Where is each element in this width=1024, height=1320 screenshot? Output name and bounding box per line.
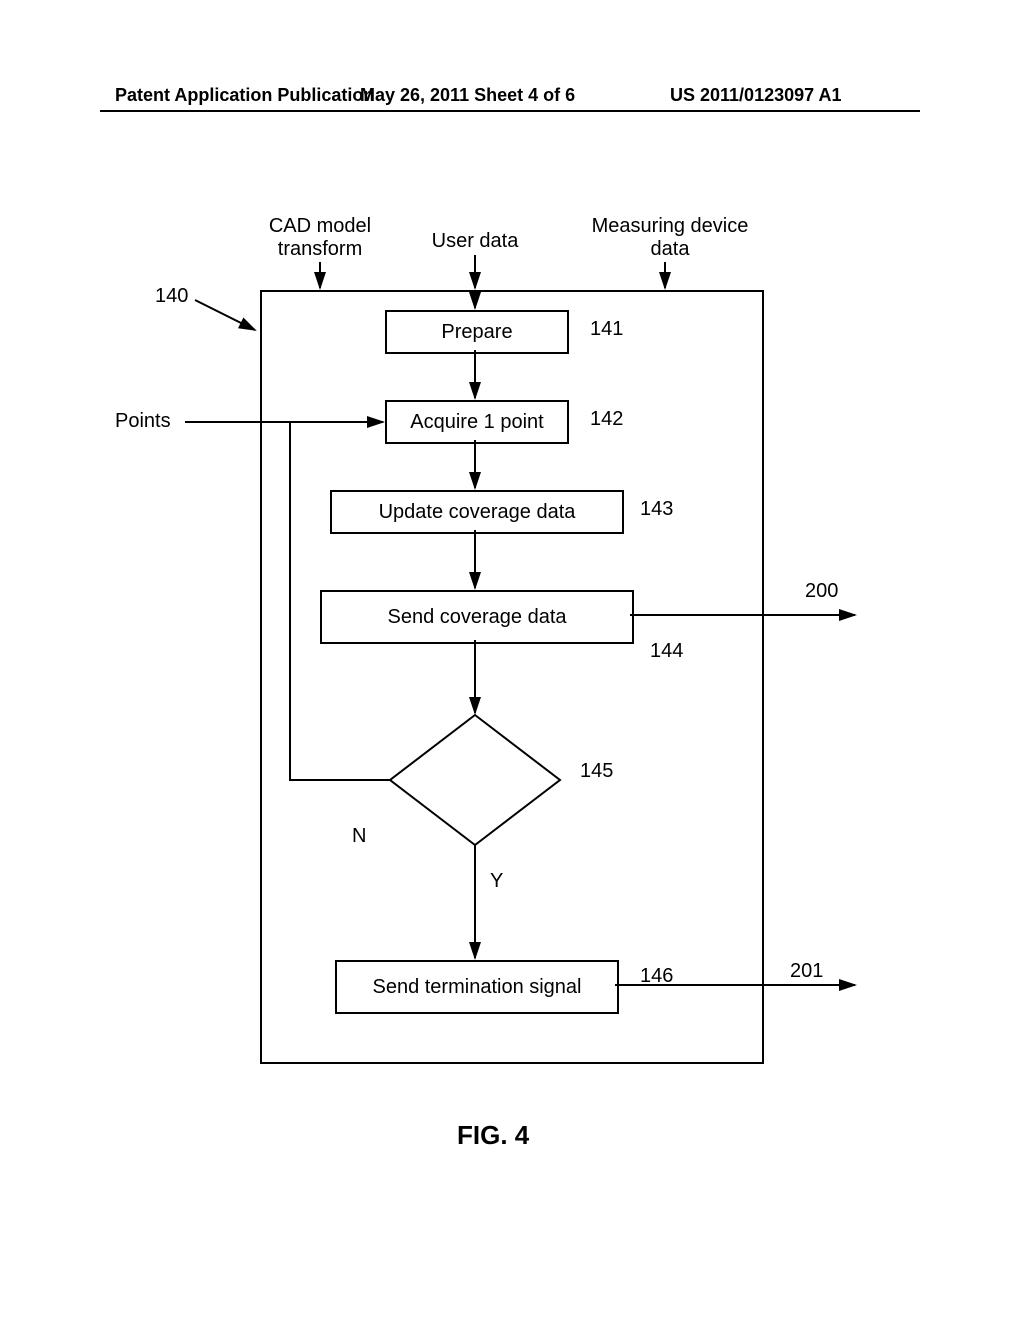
ref-acquire: 142 [590, 408, 623, 431]
box-terminate-label: Send termination signal [372, 976, 581, 999]
header-rule [100, 110, 920, 112]
ref-update: 143 [640, 498, 673, 521]
box-update-label: Update coverage data [379, 501, 576, 524]
ref-out200: 200 [805, 580, 838, 603]
box-prepare-label: Prepare [441, 321, 512, 344]
branch-no: N [352, 825, 366, 848]
label-cad-input: CAD model transform [255, 215, 385, 261]
box-send: Send coverage data [320, 590, 634, 644]
label-points-input: Points [115, 410, 185, 433]
header-mid: May 26, 2011 Sheet 4 of 6 [360, 85, 575, 106]
figure-caption: FIG. 4 [457, 1120, 529, 1151]
label-device-input: Measuring device data [580, 215, 760, 261]
page-container: Patent Application Publication May 26, 2… [0, 0, 1024, 1320]
ref-mainbox: 140 [155, 285, 188, 308]
box-terminate: Send termination signal [335, 960, 619, 1014]
ref-out201: 201 [790, 960, 823, 983]
header-right: US 2011/0123097 A1 [670, 85, 841, 106]
ref-terminate: 146 [640, 965, 673, 988]
box-acquire: Acquire 1 point [385, 400, 569, 444]
ref-decision: 145 [580, 760, 613, 783]
box-send-label: Send coverage data [387, 606, 566, 629]
box-acquire-label: Acquire 1 point [410, 411, 543, 434]
box-prepare: Prepare [385, 310, 569, 354]
ref-send: 144 [650, 640, 683, 663]
header-left: Patent Application Publication [115, 85, 374, 106]
decision-label: Is coverage complete? [390, 755, 560, 801]
box-update: Update coverage data [330, 490, 624, 534]
branch-yes: Y [490, 870, 503, 893]
label-user-input: User data [425, 230, 525, 253]
ref-prepare: 141 [590, 318, 623, 341]
